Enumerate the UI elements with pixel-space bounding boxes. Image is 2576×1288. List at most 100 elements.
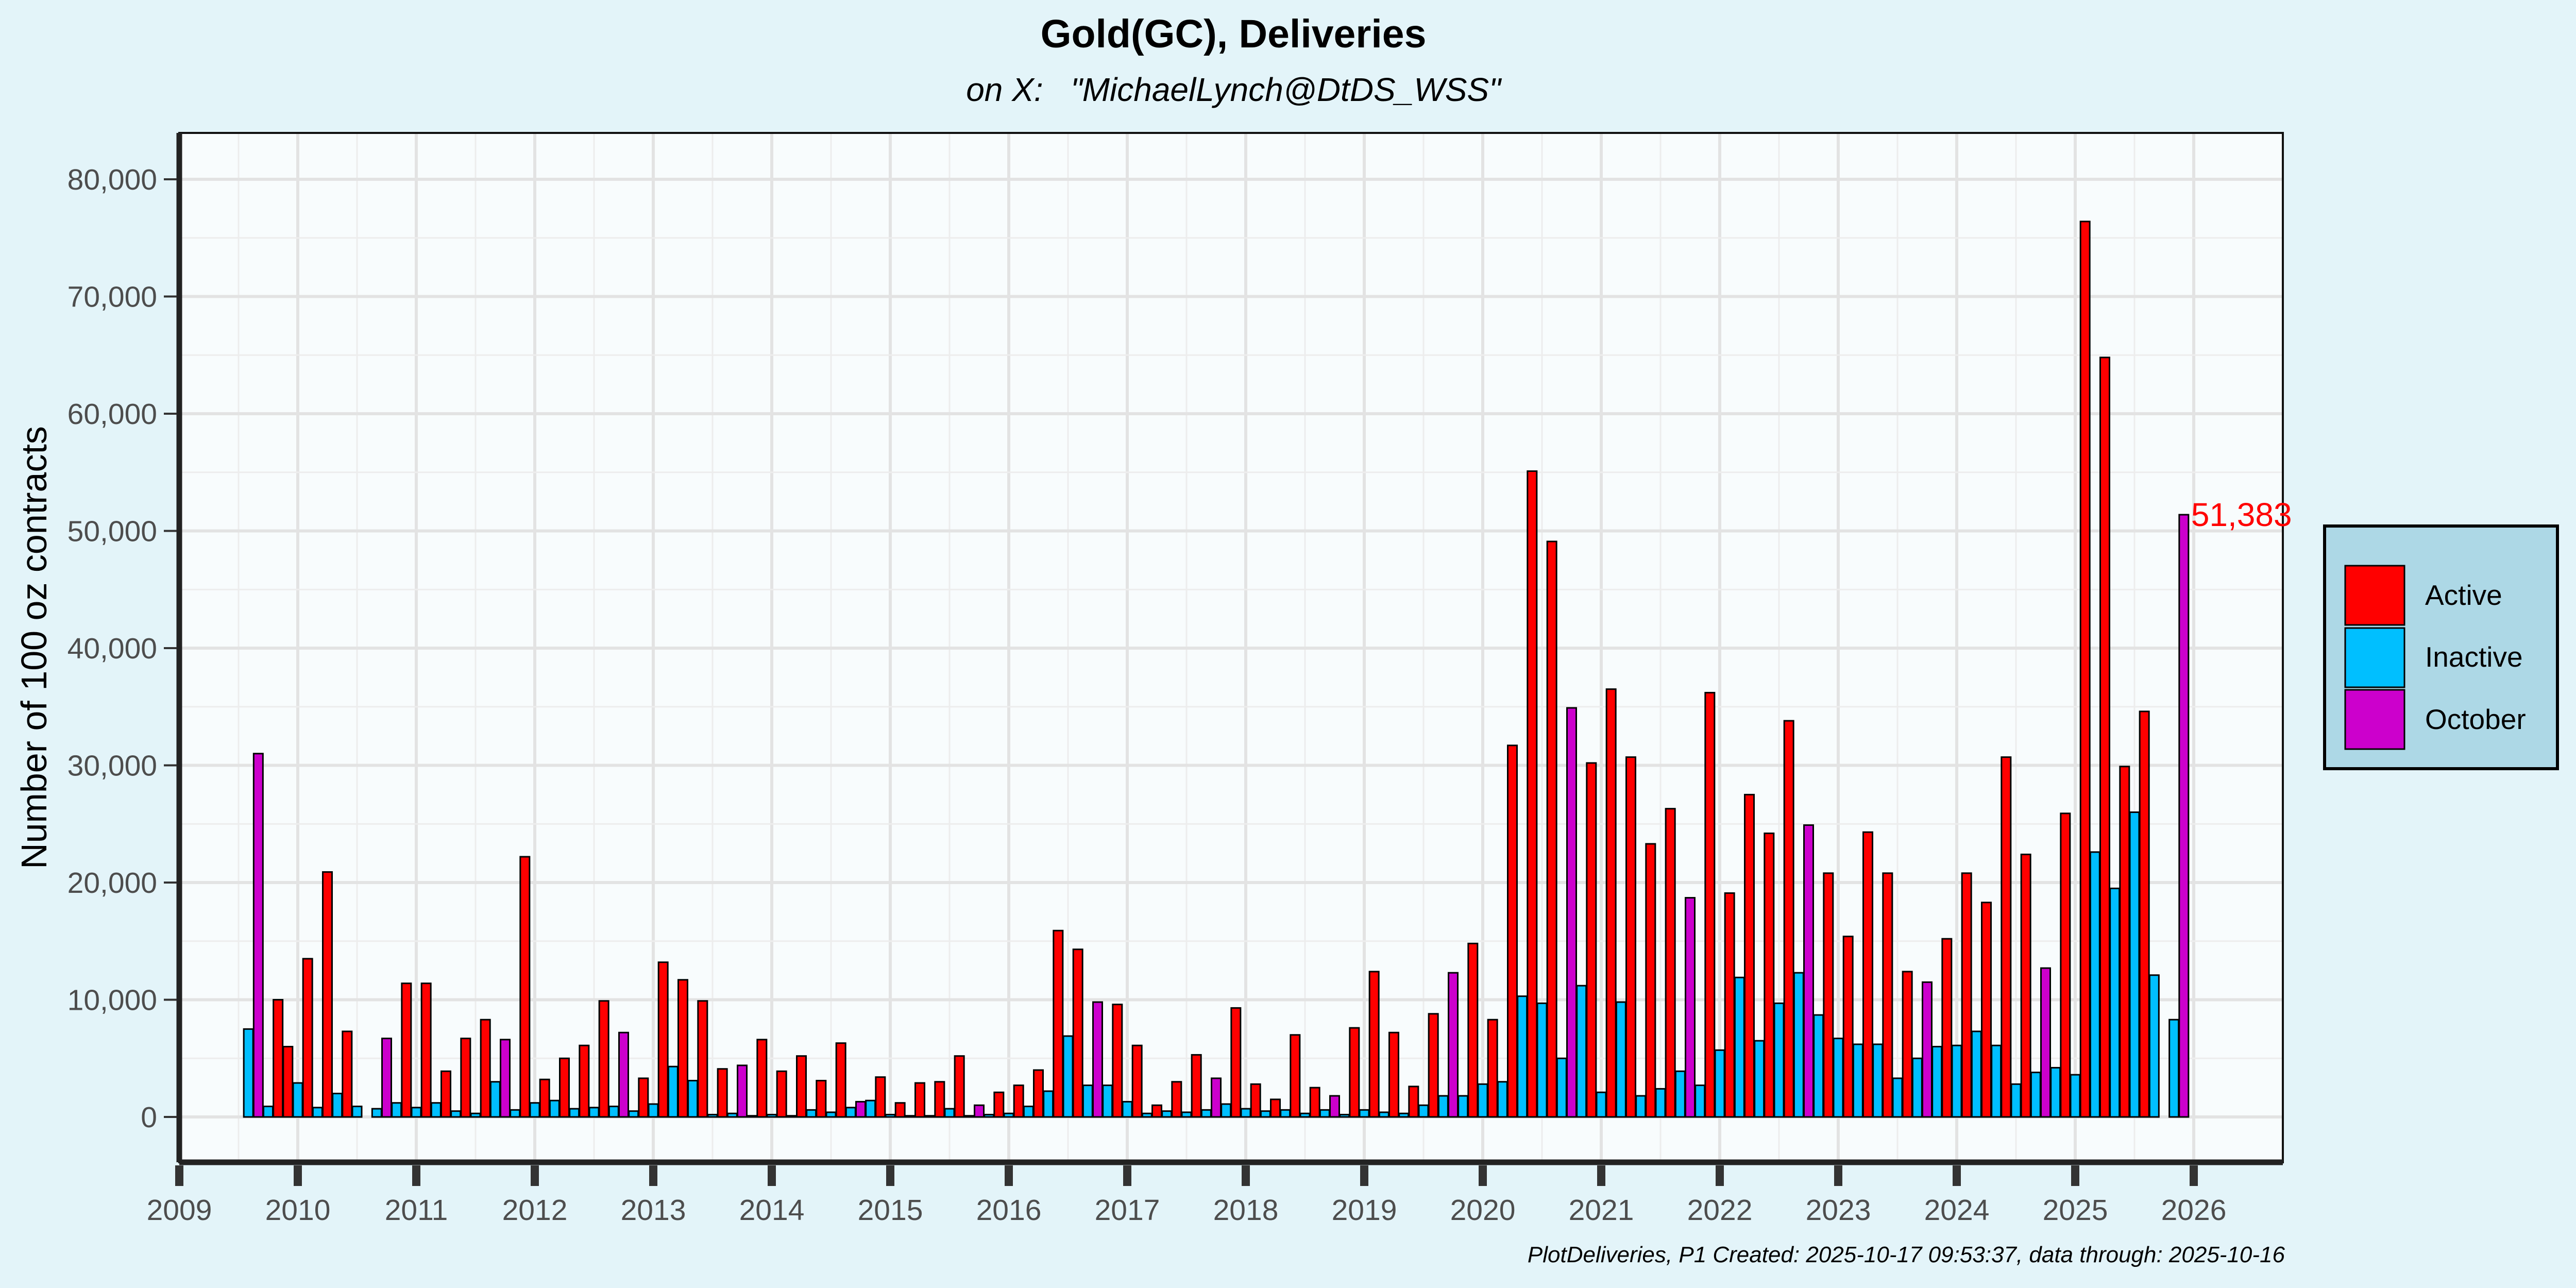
bar-active <box>2020 853 2031 1118</box>
bar-active <box>1665 808 1676 1118</box>
bar-active <box>420 982 432 1118</box>
bar-active <box>796 1055 807 1118</box>
x-tick-label: 2013 <box>621 1194 686 1227</box>
bar-inactive <box>1951 1044 1962 1118</box>
bar-active <box>1230 1007 1242 1118</box>
bar-active <box>756 1039 768 1118</box>
bar-active <box>1270 1098 1281 1118</box>
bar-october <box>618 1031 629 1118</box>
bar-inactive <box>1280 1109 1291 1118</box>
bar-inactive <box>430 1102 442 1118</box>
x-tick-mark <box>1360 1165 1368 1186</box>
bar-inactive <box>1517 995 1528 1118</box>
bar-active <box>2079 221 2091 1118</box>
bar-inactive <box>984 1113 995 1118</box>
bar-inactive <box>588 1107 600 1118</box>
bar-inactive <box>1596 1091 1607 1118</box>
bar-october <box>2040 967 2051 1118</box>
bar-inactive <box>2129 811 2140 1118</box>
bar-inactive <box>1793 972 1804 1118</box>
bar-active <box>1191 1054 1202 1118</box>
legend-swatch-october <box>2344 689 2405 750</box>
bar-inactive <box>1852 1043 1863 1118</box>
bar-inactive <box>1319 1109 1330 1118</box>
bar-inactive <box>2030 1072 2041 1118</box>
bar-active <box>519 856 531 1118</box>
x-tick-label: 2025 <box>2043 1194 2108 1227</box>
bar-inactive <box>243 1028 254 1118</box>
bar-inactive <box>1240 1108 1251 1118</box>
bar-active <box>1408 1086 1419 1118</box>
bar-inactive <box>2109 887 2121 1118</box>
bar-inactive <box>1003 1112 1014 1118</box>
y-tick-label: 80,000 <box>67 163 157 196</box>
x-tick-mark <box>2190 1165 2198 1186</box>
x-tick-mark <box>768 1165 776 1186</box>
bar-inactive <box>766 1113 777 1118</box>
bar-inactive <box>1082 1084 1093 1118</box>
x-tick-mark <box>649 1165 657 1186</box>
bar-active <box>1290 1034 1301 1118</box>
x-tick-label: 2011 <box>385 1194 448 1227</box>
bar-active <box>1586 762 1597 1118</box>
bar-october <box>1566 707 1577 1118</box>
y-tick-label: 10,000 <box>67 984 157 1017</box>
bar-inactive <box>1299 1112 1311 1118</box>
bar-inactive <box>1023 1106 1034 1118</box>
bar-inactive <box>2089 851 2100 1118</box>
bar-october <box>855 1100 866 1118</box>
y-tick-label: 70,000 <box>67 281 157 314</box>
bar-inactive <box>1122 1100 1133 1118</box>
bar-october <box>1448 972 1459 1118</box>
x-tick-mark <box>2071 1165 2079 1186</box>
y-tick-label: 40,000 <box>67 632 157 665</box>
bar-active <box>1842 936 1854 1118</box>
bar-inactive <box>1615 1001 1626 1118</box>
bar-october <box>1685 897 1696 1118</box>
bar-october <box>252 753 264 1118</box>
bar-inactive <box>667 1065 679 1118</box>
bar-inactive <box>707 1113 718 1118</box>
bars-group <box>243 221 2190 1118</box>
bar-inactive <box>1754 1040 1765 1118</box>
bar-active <box>1349 1027 1360 1118</box>
x-tick-label: 2009 <box>147 1194 212 1227</box>
x-tick-label: 2014 <box>739 1194 805 1227</box>
bar-inactive <box>549 1099 560 1118</box>
bar-inactive <box>1141 1112 1153 1118</box>
bar-active <box>1368 971 1380 1118</box>
bar-inactive <box>648 1103 659 1118</box>
bar-inactive <box>1971 1030 1982 1118</box>
bar-inactive <box>1477 1083 1488 1118</box>
y-tick-label: 30,000 <box>67 750 157 783</box>
bar-inactive <box>1694 1084 1706 1118</box>
bar-active <box>914 1082 925 1118</box>
bar-active <box>2139 710 2150 1118</box>
bar-inactive <box>1043 1090 1054 1118</box>
x-tick-label: 2012 <box>502 1194 568 1227</box>
bar-october <box>974 1104 985 1118</box>
x-tick-mark <box>531 1165 539 1186</box>
bar-october <box>1803 824 1814 1118</box>
bar-inactive <box>1911 1057 1923 1118</box>
bar-active <box>697 1000 708 1118</box>
bar-active <box>1131 1044 1143 1118</box>
bar-october <box>1329 1095 1340 1118</box>
x-tick-mark <box>1953 1165 1961 1186</box>
bar-inactive <box>1773 1002 1785 1118</box>
x-tick-label: 2023 <box>1806 1194 1871 1227</box>
chart-subtitle: on X: "MichaelLynch@DtDS_WSS" <box>966 71 1502 108</box>
bar-active <box>342 1030 353 1118</box>
bar-inactive <box>1576 985 1587 1118</box>
bar-active <box>322 871 333 1118</box>
x-axis-ticks: 2009 2010 2011 2012 2013 2014 2015 2016 2017 2018… <box>147 1165 2226 1227</box>
bar-inactive <box>904 1115 916 1118</box>
bar-inactive <box>411 1107 422 1118</box>
bar-active <box>1467 942 1479 1118</box>
bar-inactive <box>470 1112 481 1118</box>
y-tick-label: 50,000 <box>67 515 157 548</box>
x-tick-label: 2021 <box>1569 1194 1634 1227</box>
x-tick-label: 2018 <box>1213 1194 1279 1227</box>
x-tick-label: 2017 <box>1095 1194 1160 1227</box>
